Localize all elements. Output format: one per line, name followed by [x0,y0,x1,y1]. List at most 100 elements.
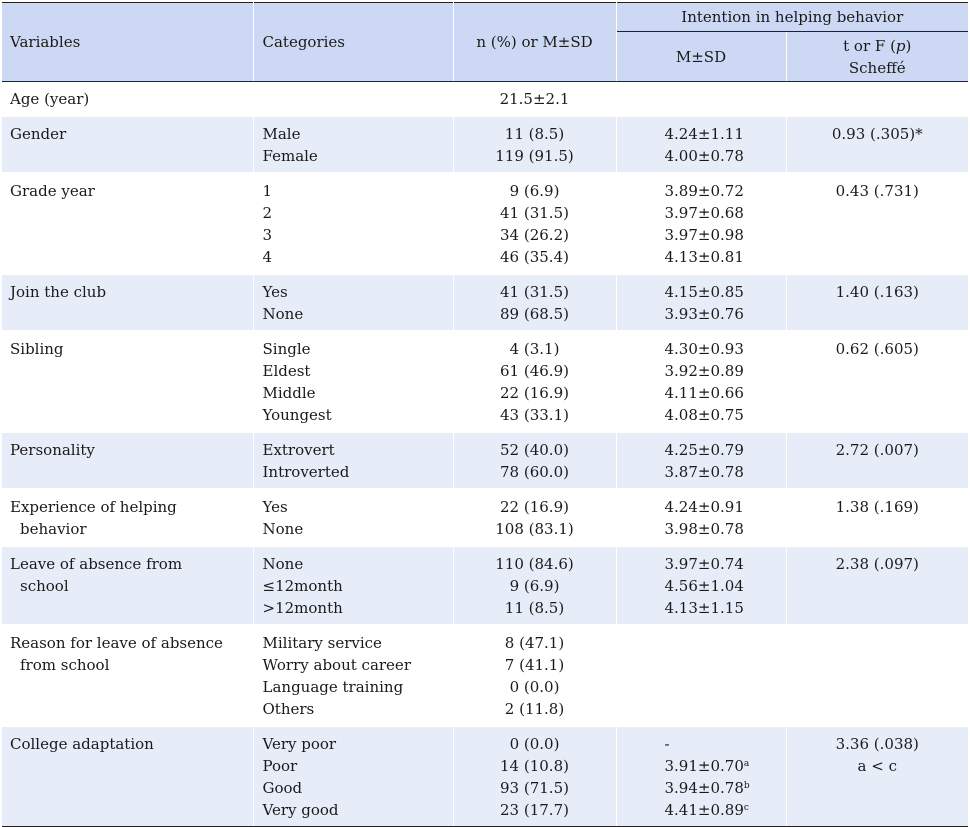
msd-cell-line: 3.97±0.74 [664,555,744,573]
category-cell: Yes None [253,488,454,546]
category-cell-line: Very poor [262,735,337,753]
category-cell-line: Female [262,147,318,165]
n-cell-line: 108 (83.1) [495,520,574,538]
msd-cell-line: 4.08±0.75 [664,406,744,424]
variable-cell-line: College adaptation [10,735,154,753]
category-cell: Single Eldest Middle Youngest [253,330,454,432]
header-test-line1: t or F (p) [843,36,912,55]
test-cell: 3.36 (.038) a < c [786,725,969,827]
category-cell-line: None [262,555,304,573]
category-cell-line: None [262,520,304,538]
n-cell-line: 21.5±2.1 [499,90,570,108]
category-cell-line: 2 [262,204,273,222]
table-body: Age (year) 21.5±2.1 Gender Male Female 11 (8.… [2,81,969,827]
n-cell-line: 61 (46.9) [500,362,569,380]
category-cell: None ≤12month >12month [253,545,454,625]
msd-cell-line: 3.94±0.78b [664,779,750,797]
n-cell-line: 14 (10.8) [500,757,569,775]
table-row: Gender Male Female 11 (8.5) 119 (91.5) 4.24±1… [2,115,969,173]
test-cell-line: 0.62 (.605) [835,340,919,358]
msd-cell-line: 3.89±0.72 [664,182,744,200]
msd-cell: - 3.91±0.70a 3.94±0.78b 4.41±0.89c [616,725,787,827]
test-cell: 1.40 (.163) [786,273,969,331]
msd-cell-line: 4.24±0.91 [664,498,744,516]
test-cell-line: 0.43 (.731) [835,182,919,200]
variable-cell-line: Leave of absence from [10,555,183,573]
n-cell-line: 7 (41.1) [504,656,565,674]
msd-cell-line: 3.93±0.76 [664,305,744,323]
msd-cell-line: 4.25±0.79 [664,441,744,459]
category-cell-line: Very good [262,801,339,819]
variable-cell: College adaptation [2,725,254,827]
msd-cell-line: 4.15±0.85 [664,283,744,301]
msd-cell-line: 4.30±0.93 [664,340,744,358]
n-cell-line: 78 (60.0) [500,463,569,481]
n-cell-line: 22 (16.9) [500,384,569,402]
variable-cell-line: Age (year) [10,90,90,108]
n-cell-line: 11 (8.5) [504,599,565,617]
table-row: Leave of absence from school None ≤12month >… [2,545,969,625]
variable-cell-line: Personality [10,441,95,459]
category-cell-line: 1 [262,182,273,200]
test-cell-line: 0.93 (.305)* [831,125,923,143]
msd-cell: 3.97±0.74 4.56±1.04 4.13±1.15 [616,545,787,625]
n-cell-line: 22 (16.9) [500,498,569,516]
n-cell-line: 119 (91.5) [495,147,574,165]
category-cell-line: 3 [262,226,273,244]
n-cell: 4 (3.1) 61 (46.9) 22 (16.9) 43 (33.1) [453,330,617,432]
variable-cell-line: Sibling [10,340,64,358]
n-cell-line: 0 (0.0) [509,678,560,696]
variable-cell-line: from school [20,656,110,674]
msd-cell: 4.24±1.11 4.00±0.78 [616,115,787,173]
n-cell-line: 8 (47.1) [504,634,565,652]
category-cell-line: Male [262,125,301,143]
table-row: Age (year) 21.5±2.1 [2,81,968,116]
category-cell-line: Worry about career [262,656,411,674]
category-cell: Male Female [253,115,454,173]
n-cell-line: 4 (3.1) [509,340,560,358]
category-cell-line: Middle [262,384,316,402]
msd-cell-line: 3.91±0.70a [664,757,750,775]
category-cell-line: ≤12month [262,577,343,595]
header-intention-group: Intention in helping behavior [616,2,969,32]
n-cell: 22 (16.9) 108 (83.1) [453,488,617,546]
msd-cell-line: 3.87±0.78 [664,463,744,481]
variable-cell-line: Grade year [10,182,95,200]
n-cell-line: 46 (35.4) [500,248,569,266]
variable-cell: Gender [2,115,254,173]
category-cell: 1 2 3 4 [253,172,454,274]
test-cell-line: 1.38 (.169) [835,498,919,516]
n-cell-line: 9 (6.9) [509,182,560,200]
category-cell-line: 4 [262,248,273,266]
header-n-pct: n (%) or M±SD [453,2,617,82]
variable-cell-line: Reason for leave of absence [10,634,223,652]
variable-cell: Experience of helping behavior [2,488,254,546]
msd-cell: 3.89±0.72 3.97±0.68 3.97±0.98 4.13±0.81 [616,172,787,274]
test-cell-line: 2.72 (.007) [835,441,919,459]
category-cell: Yes None [253,273,454,331]
msd-cell-line: 4.13±0.81 [664,248,744,266]
test-cell: 2.72 (.007) [786,431,969,489]
category-cell-line: Single [262,340,311,358]
category-cell-line: Yes [262,498,288,516]
category-cell-line: Others [262,700,315,718]
header-test: t or F (p) Scheffé [786,31,969,82]
n-cell: 21.5±2.1 [453,81,617,116]
table-row: Join the club Yes None 41 (31.5) 89 (68.5) 4.… [2,273,969,331]
variable-cell-line: Gender [10,125,67,143]
n-cell-line: 93 (71.5) [500,779,569,797]
category-cell-line: Good [262,779,303,797]
n-cell-line: 89 (68.5) [500,305,569,323]
n-cell-line: 41 (31.5) [500,283,569,301]
msd-cell-line: 3.98±0.78 [664,520,744,538]
n-cell: 41 (31.5) 89 (68.5) [453,273,617,331]
category-cell-line: Introverted [262,463,350,481]
variable-cell-line: Experience of helping [10,498,177,516]
header-test-line2: Scheffé [848,58,906,77]
variable-cell: Grade year [2,172,254,274]
test-cell-line: 1.40 (.163) [835,283,919,301]
msd-cell-line: 3.97±0.98 [664,226,744,244]
category-cell-line: Yes [262,283,288,301]
table-row: Sibling Single Eldest Middle Youngest 4 (3.1)… [2,330,969,432]
